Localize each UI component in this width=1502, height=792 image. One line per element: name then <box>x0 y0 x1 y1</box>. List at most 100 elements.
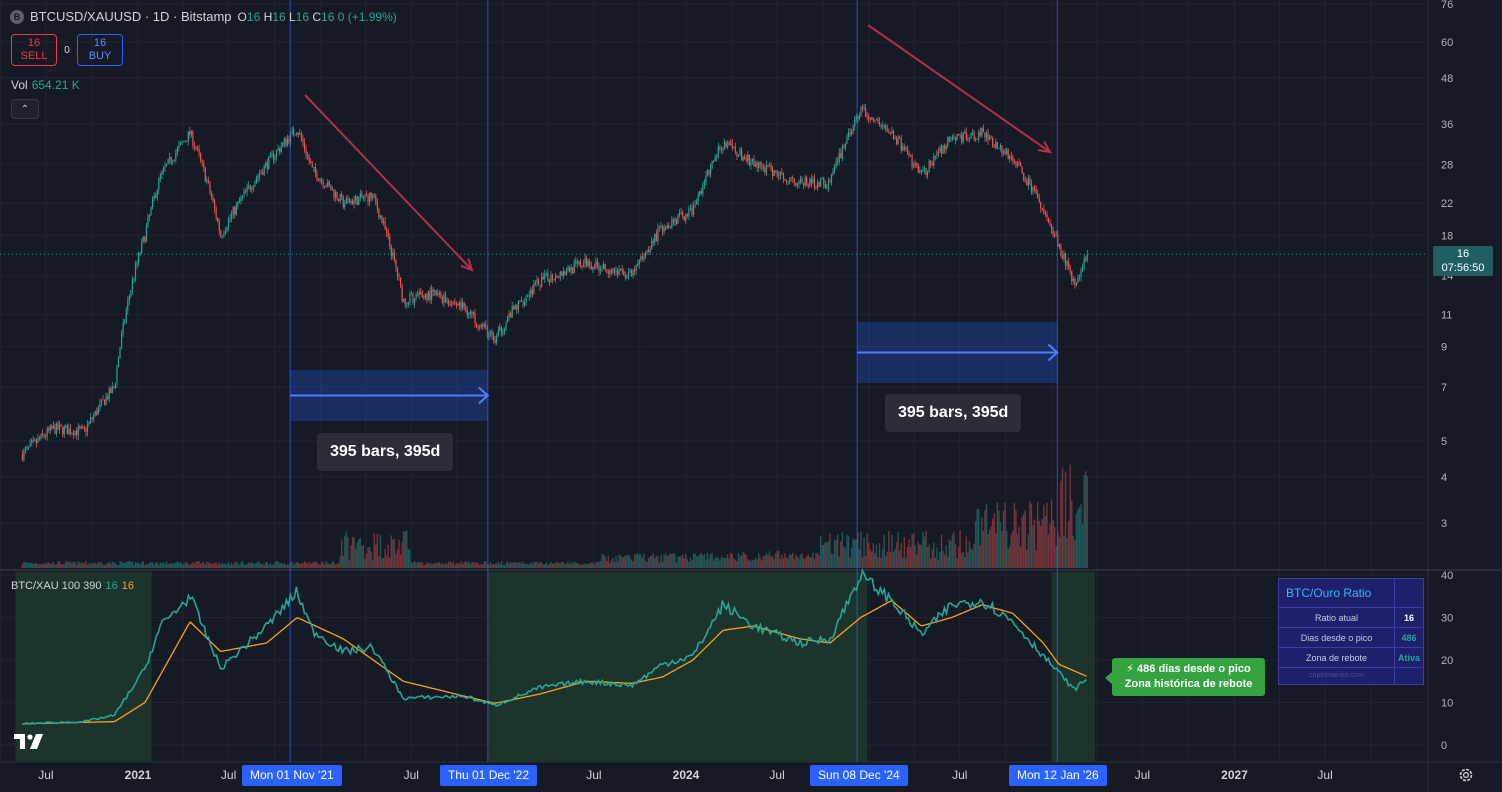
volume-bar <box>598 561 600 568</box>
volume-bar <box>358 539 360 568</box>
candle-body <box>900 138 902 151</box>
measure-label-1[interactable]: 395 bars, 395d <box>317 433 454 471</box>
candle-body <box>851 129 853 135</box>
candle-body <box>951 136 953 140</box>
tradingview-logo-icon[interactable] <box>14 732 46 750</box>
volume-bar <box>641 558 644 568</box>
volume-bar <box>982 530 985 568</box>
volume-bar <box>933 542 935 568</box>
volume-bar <box>734 559 737 568</box>
rebound-alert-label[interactable]: ⚡ 486 dias desde o pico Zona histórica d… <box>1105 658 1265 696</box>
volume-bar <box>345 531 348 568</box>
candle-body <box>623 271 625 275</box>
volume-legend[interactable]: Vol 654.21 K <box>11 78 80 92</box>
volume-bar <box>607 555 609 568</box>
candle-body <box>1049 222 1051 226</box>
volume-bar <box>1043 504 1045 568</box>
candle-body <box>962 133 964 142</box>
candle-body <box>773 171 775 176</box>
candle-body <box>65 425 67 428</box>
candle-body <box>297 133 299 135</box>
candle-body <box>778 175 780 177</box>
candle-body <box>244 191 247 193</box>
candle-body <box>119 347 121 358</box>
volume-bar <box>979 545 981 568</box>
candle-body <box>522 301 524 305</box>
collapse-legend-button[interactable]: ⌃ <box>11 99 39 119</box>
candle-body <box>55 423 58 434</box>
volume-bar <box>723 558 726 568</box>
candle-body <box>108 388 110 400</box>
candle-body <box>306 154 309 156</box>
volume-bar <box>836 534 839 568</box>
candle-body <box>192 130 194 146</box>
candle-body <box>162 167 165 171</box>
volume-bar <box>218 562 220 568</box>
candle-body <box>624 274 626 278</box>
candle-body <box>894 138 896 140</box>
volume-bar <box>337 562 340 568</box>
symbol-legend: B BTCUSD/XAUUSD · 1D · Bitstamp O16 H16 … <box>10 9 397 24</box>
candle-body <box>587 261 589 267</box>
volume-bar <box>1035 550 1037 568</box>
chevron-up-icon: ⌃ <box>20 103 30 115</box>
volume-bar <box>709 554 712 568</box>
candle-body <box>613 268 616 272</box>
volume-bar <box>1021 516 1023 568</box>
candle-body <box>931 163 933 166</box>
candle-body <box>302 138 304 143</box>
candle-body <box>784 178 786 181</box>
buy-button[interactable]: 16 BUY <box>77 34 123 66</box>
candle-body <box>711 160 713 165</box>
volume-bar <box>344 535 346 568</box>
volume-bar <box>528 564 530 568</box>
candle-body <box>111 386 113 393</box>
date-tag-2: Thu 01 Dec '22 <box>440 765 538 786</box>
candle-body <box>266 162 268 170</box>
volume-bar <box>712 560 715 568</box>
volume-bar <box>728 558 730 568</box>
candle-body <box>793 178 795 183</box>
volume-bar <box>630 559 633 568</box>
volume-bar <box>288 564 290 568</box>
volume-bar <box>491 564 493 568</box>
candle-body <box>940 146 943 154</box>
volume-bar <box>880 558 882 568</box>
volume-bar <box>637 553 639 568</box>
candle-body <box>497 330 499 337</box>
volume-bar <box>1041 519 1043 568</box>
candle-body <box>844 143 847 149</box>
candle-body <box>550 274 552 283</box>
indicator-legend[interactable]: BTC/XAU 100 390 16 16 <box>11 580 134 592</box>
sell-button[interactable]: 16 SELL <box>11 34 57 66</box>
symbol-title[interactable]: BTCUSD/XAUUSD · 1D · Bitstamp <box>30 9 232 24</box>
volume-bar <box>376 533 379 568</box>
candle-body <box>857 116 859 119</box>
volume-bar <box>508 563 510 568</box>
volume-bar <box>313 562 315 568</box>
gear-icon[interactable] <box>1458 767 1474 783</box>
candle-body <box>959 134 961 136</box>
candle-body <box>1006 149 1008 155</box>
volume-bar <box>204 564 206 568</box>
candle-body <box>452 301 454 303</box>
candle-body <box>516 305 518 310</box>
candle-body <box>661 225 664 232</box>
measure-label-2[interactable]: 395 bars, 395d <box>885 394 1022 432</box>
volume-bar <box>216 564 219 568</box>
volume-bar <box>418 561 420 568</box>
candle-body <box>950 139 952 141</box>
candle-body <box>161 170 163 175</box>
volume-bar <box>44 564 47 568</box>
volume-bar <box>956 558 958 568</box>
volume-bar <box>813 559 816 568</box>
volume-bar <box>1063 535 1065 568</box>
volume-bar <box>663 555 665 568</box>
candle-body <box>172 161 174 163</box>
volume-bar <box>753 560 755 568</box>
candle-body <box>32 440 34 442</box>
candle-body <box>325 186 327 188</box>
volume-bar <box>911 534 913 568</box>
